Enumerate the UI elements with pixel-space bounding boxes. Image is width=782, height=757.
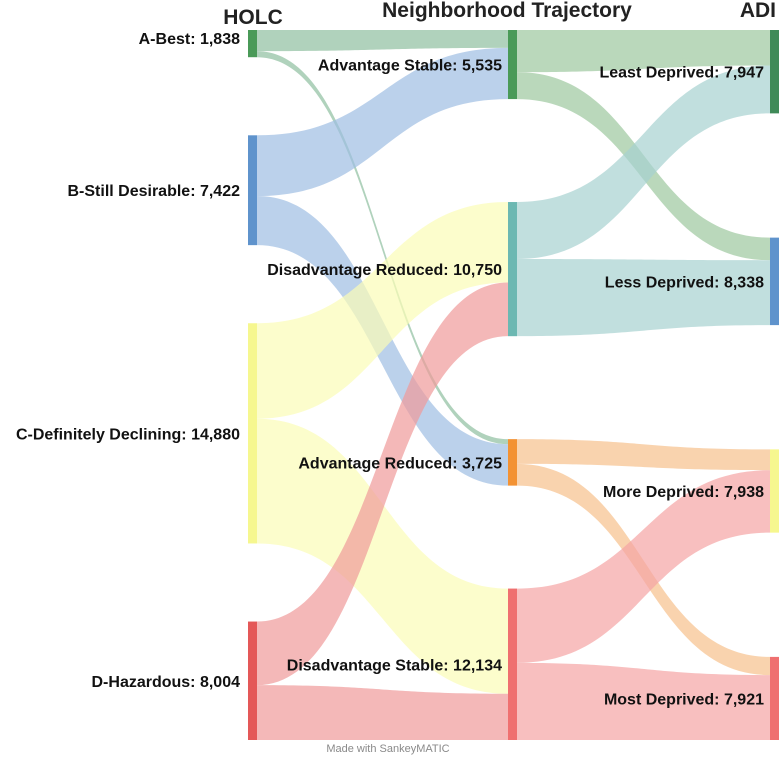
- node-label-advantage-reduced: Advantage Reduced: 3,725: [298, 455, 502, 472]
- flow-disadvantage-reduced-to-least-deprived: [517, 65, 770, 260]
- label-layer: A-Best: 1,838 B-Still Desirable: 7,422 C-D…: [16, 31, 764, 708]
- flow-d-hazardous-to-disadvantage-reduced: [257, 282, 508, 686]
- node-label-advantage-stable: Advantage Stable: 5,535: [318, 58, 502, 75]
- node-bar-least-deprived: [770, 30, 779, 114]
- node-label-disadvantage-reduced: Disadvantage Reduced: 10,750: [267, 262, 502, 279]
- flow-disadvantage-stable-to-most-deprived: [517, 662, 770, 740]
- column-title-holc: HOLC: [223, 6, 283, 29]
- flow-disadvantage-stable-to-more-deprived: [517, 470, 770, 663]
- node-bar-more-deprived: [770, 449, 779, 533]
- node-label-least-deprived: Least Deprived: 7,947: [599, 65, 764, 82]
- flow-a-best-to-advantage-reduced: [257, 51, 508, 445]
- node-label-a-best: A-Best: 1,838: [139, 31, 240, 48]
- node-label-d-hazardous: D-Hazardous: 8,004: [92, 674, 241, 691]
- node-bar-a-best: [248, 30, 257, 58]
- node-label-less-deprived: Less Deprived: 8,338: [605, 274, 764, 291]
- credit-text: Made with SankeyMATIC: [326, 743, 449, 755]
- flow-advantage-stable-to-least-deprived: [517, 30, 770, 73]
- flow-d-hazardous-to-disadvantage-stable: [257, 685, 508, 740]
- flow-disadvantage-reduced-to-less-deprived: [517, 259, 770, 337]
- node-label-more-deprived: More Deprived: 7,938: [603, 484, 764, 501]
- node-bar-b-still-desirable: [248, 135, 257, 246]
- node-label-b-still-desirable: B-Still Desirable: 7,422: [67, 183, 240, 200]
- node-bar-advantage-reduced: [508, 439, 517, 486]
- column-title-trajectory: Neighborhood Trajectory: [382, 0, 632, 22]
- column-title-adi: ADI: [740, 0, 776, 22]
- flow-layer: [257, 30, 770, 740]
- flow-advantage-reduced-to-more-deprived: [517, 439, 770, 471]
- flow-b-still-desirable-to-advantage-stable: [257, 47, 508, 197]
- flow-c-definitely-declining-to-disadvantage-reduced: [257, 202, 508, 419]
- node-bar-d-hazardous: [248, 621, 257, 740]
- node-bar-less-deprived: [770, 237, 779, 326]
- flow-c-definitely-declining-to-disadvantage-stable: [257, 418, 508, 694]
- flow-a-best-to-advantage-stable: [257, 30, 508, 52]
- node-bar-most-deprived: [770, 656, 779, 740]
- node-layer: [248, 30, 779, 740]
- node-label-disadvantage-stable: Disadvantage Stable: 12,134: [287, 657, 502, 674]
- node-label-c-definitely-declining: C-Definitely Declining: 14,880: [16, 426, 240, 443]
- node-bar-disadvantage-stable: [508, 588, 517, 740]
- node-label-most-deprived: Most Deprived: 7,921: [604, 691, 764, 708]
- node-bar-disadvantage-reduced: [508, 202, 517, 337]
- node-bar-c-definitely-declining: [248, 323, 257, 544]
- node-bar-advantage-stable: [508, 30, 517, 100]
